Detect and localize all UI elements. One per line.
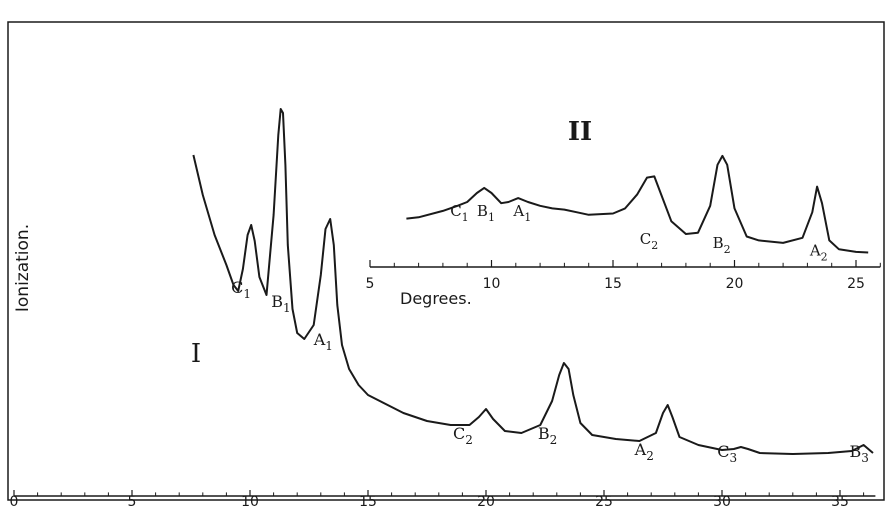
- tick-label: 15: [604, 276, 622, 292]
- tick-label: 30: [713, 494, 731, 509]
- inset-x-axis-label: Degrees.: [400, 289, 472, 308]
- tick-label: 0: [10, 494, 19, 509]
- plot-frame: [7, 21, 885, 501]
- tick-label: 15: [359, 494, 377, 509]
- tick-label: 20: [726, 276, 744, 292]
- y-axis-label: Ionization.: [13, 224, 33, 312]
- tick-label: 10: [241, 494, 259, 509]
- tick-label: 25: [595, 494, 613, 509]
- tick-label: 25: [847, 276, 865, 292]
- main-x-axis: 0 5 10 15 20 25 30 35: [10, 490, 876, 509]
- curve-ii-line: [406, 154, 869, 254]
- tick-label: 5: [366, 276, 375, 292]
- curve-i-label: I: [191, 339, 201, 369]
- tick-label: 10: [483, 276, 501, 292]
- inset-x-axis: 5 10 15 20 25: [366, 260, 881, 292]
- tick-label: 5: [128, 494, 137, 509]
- tick-label: 20: [477, 494, 495, 509]
- curve-i-line: [192, 108, 874, 455]
- tick-label: 35: [831, 494, 849, 509]
- curve-ii-label: II: [568, 117, 592, 147]
